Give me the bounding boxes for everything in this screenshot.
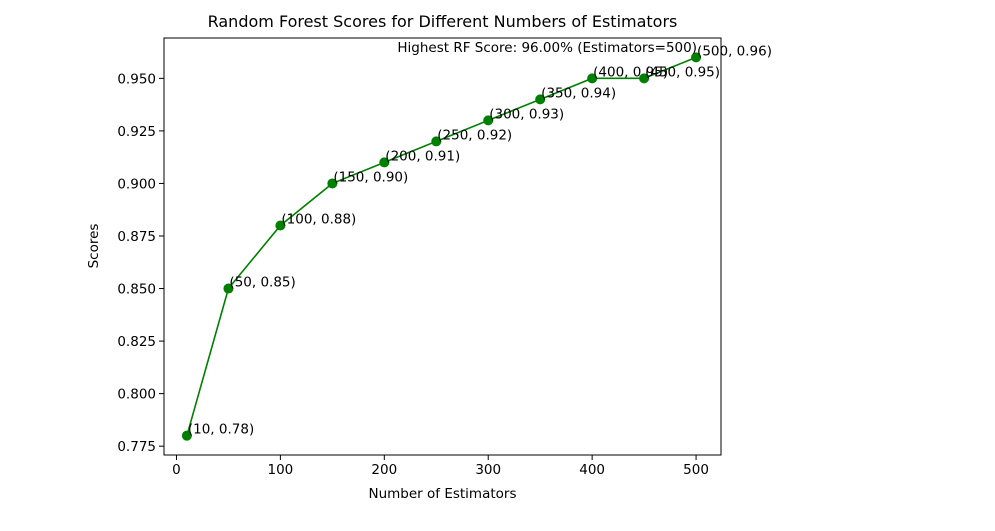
plot-area: 0 100 200 300 400 500 0.775 0.800 0.825 0.850 0.87… xyxy=(117,37,772,478)
series-line xyxy=(186,56,697,436)
data-label: (300, 0.93) xyxy=(489,106,564,122)
data-point xyxy=(431,136,442,147)
data-point xyxy=(587,73,598,84)
data-label: (100, 0.88) xyxy=(281,211,356,227)
data-point xyxy=(483,115,494,126)
x-tick-label: 200 xyxy=(371,462,397,478)
data-label: (400, 0.95) xyxy=(593,64,668,80)
y-tick-label: 0.775 xyxy=(117,439,156,455)
data-label: (150, 0.90) xyxy=(333,169,408,185)
y-tick-label: 0.875 xyxy=(117,229,156,245)
chart-title: Random Forest Scores for Different Numbe… xyxy=(208,12,678,31)
data-label: (10, 0.78) xyxy=(188,422,254,438)
x-tick-label: 100 xyxy=(267,462,293,478)
y-tick-label: 0.800 xyxy=(117,387,156,403)
data-label: (350, 0.94) xyxy=(541,85,616,101)
data-point xyxy=(379,157,390,168)
y-tick-label: 0.850 xyxy=(117,282,156,298)
y-tick-label: 0.925 xyxy=(117,124,156,140)
data-label: (200, 0.91) xyxy=(385,148,460,164)
y-axis-label: Scores xyxy=(86,224,102,269)
data-point xyxy=(223,283,234,294)
plot-frame xyxy=(163,37,722,456)
x-tick-label: 300 xyxy=(475,462,501,478)
data-label: (50, 0.85) xyxy=(229,275,295,291)
highest-score-annotation: Highest RF Score: 96.00% (Estimators=500… xyxy=(397,40,697,56)
y-tick-label: 0.825 xyxy=(117,334,156,350)
data-label: (250, 0.92) xyxy=(437,127,512,143)
x-tick-label: 500 xyxy=(683,462,709,478)
x-axis-label: Number of Estimators xyxy=(369,486,517,502)
data-point xyxy=(181,430,192,441)
x-tick-label: 400 xyxy=(579,462,605,478)
data-label: (450, 0.95) xyxy=(645,64,720,80)
y-tick-label: 0.900 xyxy=(117,176,156,192)
data-point xyxy=(639,73,650,84)
data-point xyxy=(535,94,546,105)
data-point xyxy=(275,220,286,231)
x-tick-label: 0 xyxy=(172,462,181,478)
data-label: (500, 0.96) xyxy=(697,43,772,59)
data-point xyxy=(691,52,702,63)
data-point xyxy=(327,178,338,189)
y-tick-label: 0.950 xyxy=(117,71,156,87)
